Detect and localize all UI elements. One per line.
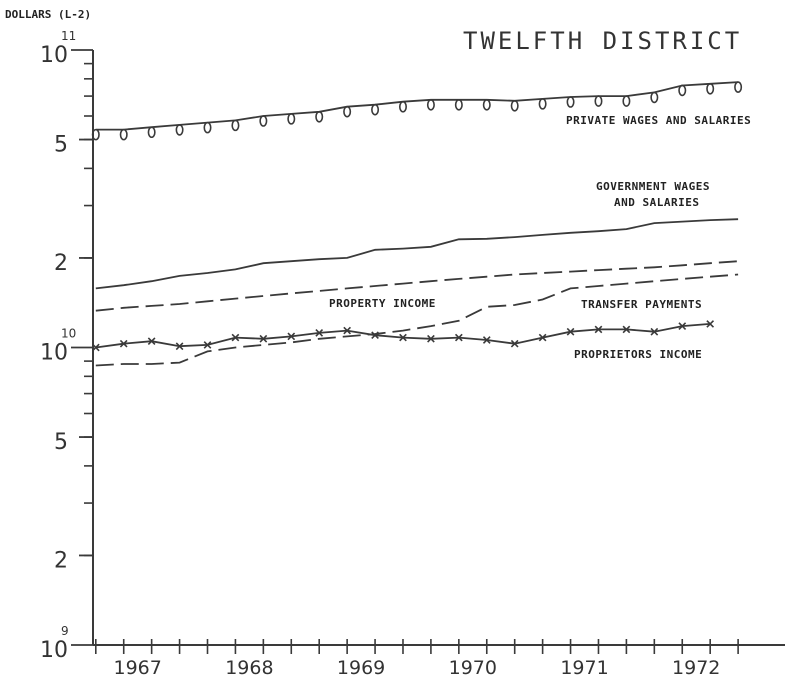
data-point-x (91, 343, 100, 352)
data-point-x (566, 327, 575, 336)
data-point-circle (622, 95, 631, 107)
data-point-x (231, 333, 240, 342)
data-point-x (482, 336, 491, 344)
series-layer (91, 81, 743, 367)
y-tick-exponent: 10 (61, 327, 76, 341)
x-tick-label: 1969 (337, 657, 385, 679)
data-point-circle (287, 113, 296, 125)
y-tick-label: 5 (54, 430, 68, 455)
data-point-circle (510, 99, 519, 112)
x-tick-label: 1967 (114, 657, 162, 679)
data-point-x (147, 337, 156, 346)
data-point-x (678, 322, 687, 330)
data-point-circle (91, 128, 100, 141)
series-label: PROPRIETORS INCOME (574, 348, 702, 361)
data-point-circle (566, 96, 575, 108)
data-point-x (119, 339, 128, 348)
data-point-circle (482, 99, 491, 111)
y-tick-label: 10 (40, 341, 68, 366)
data-point-circle (594, 95, 603, 107)
y-tick-label: 10 (40, 638, 68, 663)
data-point-x (510, 339, 519, 348)
y-tick-exponent: 11 (61, 29, 76, 43)
series-line-0 (95, 81, 739, 131)
data-point-circle (454, 99, 463, 111)
data-point-x (287, 332, 296, 341)
data-point-x (622, 325, 631, 334)
x-tick-label: 1970 (449, 657, 497, 679)
series-labels: PRIVATE WAGES AND SALARIES GOVERNMENT WAG… (329, 114, 751, 361)
y-tick-exponent: 9 (61, 624, 69, 638)
data-point-circle (259, 115, 268, 127)
data-point-circle (678, 84, 687, 97)
y-tick-label: 5 (54, 133, 68, 158)
data-point-circle (398, 100, 407, 113)
y-tick-label: 10 (40, 43, 68, 68)
data-point-x (203, 341, 212, 349)
data-point-circle (175, 124, 184, 136)
series-label: TRANSFER PAYMENTS (581, 298, 702, 311)
series-label: AND SALARIES (614, 196, 699, 209)
data-point-x (175, 342, 184, 351)
data-point-circle (147, 126, 156, 139)
data-point-x (594, 325, 603, 334)
data-point-x (315, 328, 324, 337)
series-label: PROPERTY INCOME (329, 297, 436, 310)
data-point-circle (650, 91, 659, 104)
series-label: PRIVATE WAGES AND SALARIES (566, 114, 751, 127)
data-point-circle (538, 98, 547, 110)
data-point-x (399, 333, 407, 342)
series-line-2 (95, 260, 739, 312)
series-label: GOVERNMENT WAGES (596, 180, 710, 193)
data-point-circle (706, 82, 715, 95)
data-point-x (427, 334, 435, 343)
data-point-x (650, 327, 659, 336)
data-point-circle (203, 121, 212, 134)
series-line-1 (95, 218, 739, 290)
data-point-x (706, 320, 715, 328)
x-tick-label: 1971 (560, 657, 608, 679)
series-line-4 (95, 323, 711, 349)
data-point-x (259, 334, 268, 343)
y-axis-label: DOLLARS (L-2) (5, 8, 91, 21)
y-tick-label: 2 (54, 548, 68, 573)
x-tick-label: 1972 (672, 657, 720, 679)
data-point-x (371, 331, 379, 340)
data-point-circle (231, 119, 240, 132)
data-point-circle (315, 110, 324, 123)
data-point-circle (426, 99, 435, 111)
data-point-x (343, 326, 351, 335)
data-point-circle (734, 81, 743, 93)
y-tick-label: 2 (54, 251, 68, 276)
data-point-circle (119, 128, 128, 141)
data-point-x (538, 333, 547, 342)
data-point-circle (371, 103, 380, 116)
data-point-x (454, 333, 463, 342)
chart-title: TWELFTH DISTRICT (463, 27, 742, 55)
data-point-circle (343, 105, 352, 118)
x-tick-label: 1968 (225, 657, 273, 679)
series-line-3 (95, 273, 739, 367)
